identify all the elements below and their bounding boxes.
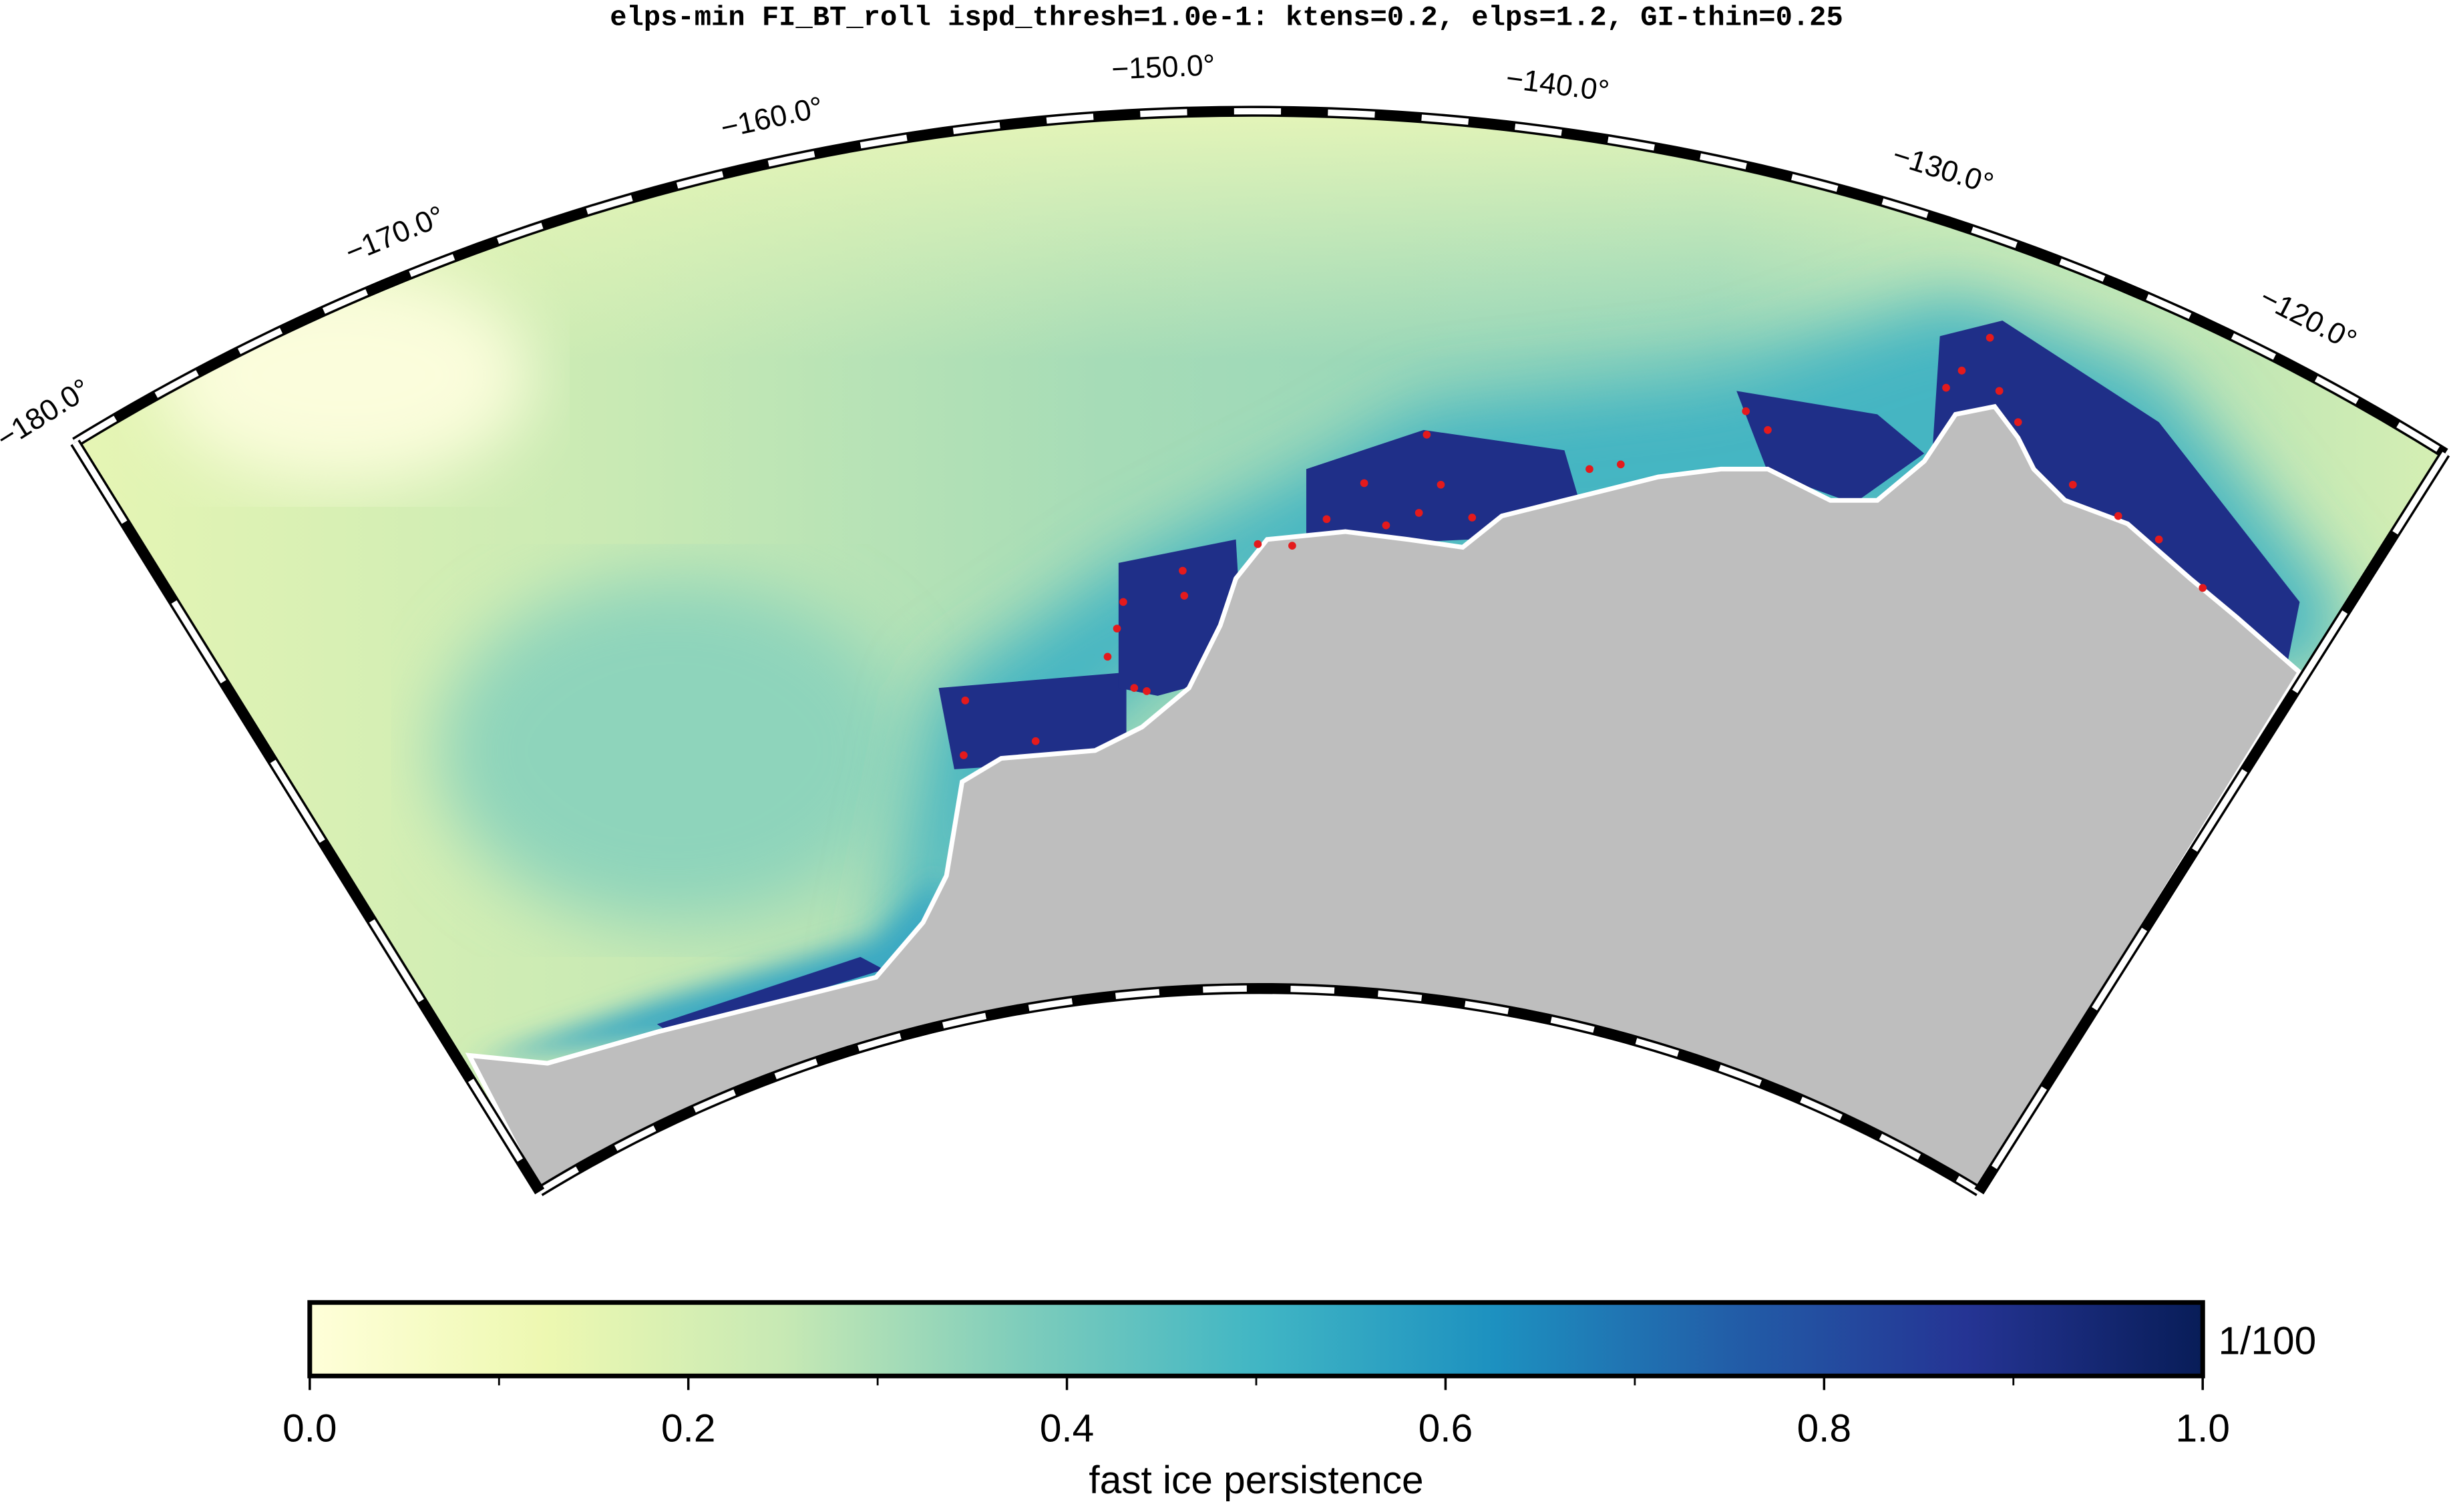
colorbar-tick-label: 0.2 xyxy=(661,1407,715,1451)
colorbar-ramp xyxy=(307,1300,2205,1378)
colorbar-tick-label: 1.0 xyxy=(2176,1407,2230,1451)
longitude-label: −160.0° xyxy=(718,91,826,145)
colorbar-tick-label: 0.4 xyxy=(1040,1407,1094,1451)
longitude-label: −150.0° xyxy=(1111,49,1215,85)
map-frame xyxy=(70,106,2450,1197)
longitude-label: −120.0° xyxy=(2255,281,2362,357)
map-title: elps-min FI_BT_roll ispd_thresh=1.0e-1: … xyxy=(610,1,1843,33)
colorbar-label: fast ice persistence xyxy=(1089,1459,1423,1502)
colorbar-tick-label: 0.6 xyxy=(1419,1407,1473,1451)
colorbar-unit: 1/100 xyxy=(2219,1320,2317,1363)
longitude-label: −170.0° xyxy=(341,200,449,269)
longitude-label: −130.0° xyxy=(1889,138,1998,200)
colorbar: 1/100 fast ice persistence 0.0 0.2 0.4 0.6 0… xyxy=(282,1300,2317,1502)
longitude-label: −140.0° xyxy=(1504,62,1611,108)
colorbar-tick-label: 0.0 xyxy=(282,1407,337,1451)
grounded-icebergs xyxy=(960,333,2207,759)
colorbar-tick-label: 0.8 xyxy=(1797,1407,1851,1451)
